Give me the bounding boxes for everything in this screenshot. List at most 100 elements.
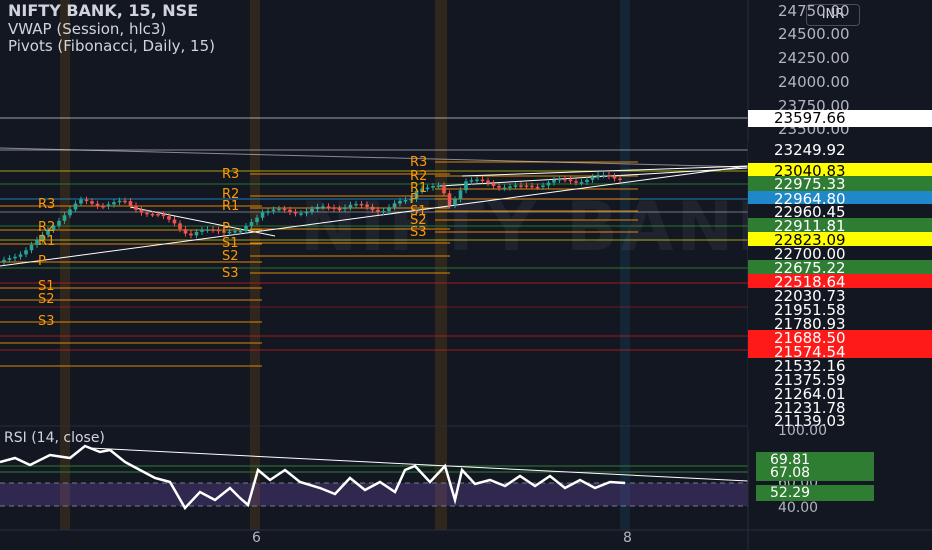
pivot-label-r3: R3 — [222, 167, 240, 182]
rsi-tag: 69.81 — [756, 452, 874, 468]
candle-body — [123, 200, 127, 203]
candle-body — [194, 231, 199, 236]
candle-body — [546, 182, 551, 186]
pivot-label-s1: S1 — [222, 236, 239, 251]
candle-body — [365, 204, 369, 207]
candle-body — [277, 208, 281, 211]
candle-body — [497, 186, 501, 188]
pivot-label-s1: S1 — [38, 279, 55, 294]
rsi-indicator-legend[interactable]: RSI (14, close) — [4, 430, 105, 446]
candle-body — [244, 225, 248, 231]
candle-body — [502, 187, 507, 190]
candle-body — [348, 204, 353, 208]
candle-body — [469, 180, 474, 182]
candle-body — [288, 209, 292, 213]
pivot-label-s1: S1 — [410, 204, 427, 219]
candle-body — [480, 179, 485, 182]
price-tag: 21951.58 — [748, 302, 932, 319]
candle-body — [79, 199, 83, 204]
pivot-label-s3: S3 — [222, 266, 239, 281]
price-tick: 24750.00 — [778, 2, 850, 20]
candle-body — [381, 210, 386, 213]
candle-body — [139, 209, 144, 213]
pivot-label-p: P — [222, 221, 230, 236]
price-tag: 22518.64 — [748, 274, 932, 291]
candle-body — [541, 185, 545, 187]
candle-body — [46, 229, 50, 235]
pivot-label-p: P — [410, 192, 418, 207]
price-tick: 24250.00 — [778, 49, 850, 67]
candle-body — [2, 259, 6, 262]
pivot-label-r3: R3 — [410, 155, 428, 170]
time-axis-label: 6 — [252, 530, 261, 546]
candle-body — [183, 229, 188, 234]
candle-body — [233, 231, 237, 233]
candle-body — [524, 185, 529, 187]
candle-body — [332, 207, 336, 209]
candle-body — [337, 208, 342, 211]
price-tag: 23597.66 — [748, 110, 932, 127]
candle-body — [436, 185, 441, 187]
candle-body — [453, 199, 457, 206]
candle-body — [167, 216, 171, 220]
candle-body — [172, 219, 177, 224]
rsi-line — [0, 444, 626, 511]
price-tag: 21688.50 — [748, 330, 932, 347]
candle-body — [128, 201, 133, 206]
pivot-label-s2: S2 — [38, 292, 55, 307]
candle-body — [563, 178, 567, 181]
pivot-label-p: P — [38, 254, 46, 269]
candle-body — [106, 204, 111, 207]
pivots-indicator-legend[interactable]: Pivots (Fibonacci, Daily, 15) — [8, 37, 215, 55]
candle-body — [40, 234, 45, 240]
candle-body — [557, 178, 562, 181]
pivot-label-s2: S2 — [410, 213, 427, 228]
price-tag: 23249.92 — [748, 142, 932, 159]
candle-body — [200, 229, 204, 232]
currency-button[interactable]: INR — [806, 4, 860, 26]
candle-body — [238, 230, 243, 233]
candle-body — [145, 212, 149, 215]
candle-body — [150, 213, 155, 216]
candle-body — [101, 205, 105, 208]
price-tick: 24500.00 — [778, 25, 850, 43]
rsi-tag: 67.08 — [756, 465, 874, 481]
price-tag: 23040.83 — [748, 163, 932, 180]
candle-body — [530, 185, 534, 188]
candle-body — [161, 214, 166, 217]
candle-body — [612, 176, 617, 179]
price-tag: 22975.33 — [748, 176, 932, 193]
candle-body — [508, 186, 512, 188]
candle-body — [618, 178, 622, 181]
candle-body — [442, 185, 446, 194]
candle-body — [326, 206, 331, 208]
candle-body — [458, 190, 463, 200]
candle-body — [409, 198, 413, 201]
candle-body — [607, 174, 611, 177]
candle-body — [513, 185, 518, 187]
candle-body — [117, 200, 122, 203]
price-tag: 21264.01 — [748, 386, 932, 403]
trend-lines — [0, 147, 749, 267]
rsi-tag: 52.29 — [756, 485, 874, 501]
symbol-title[interactable]: NIFTY BANK, 15, NSE — [8, 1, 199, 20]
candle-body — [189, 233, 193, 236]
candle-body — [7, 258, 12, 260]
pivot-label-r1: R1 — [222, 199, 240, 214]
candle-body — [398, 200, 402, 204]
candle-body — [29, 244, 34, 251]
vwap-indicator-legend[interactable]: VWAP (Session, hlc3) — [8, 20, 167, 38]
candle-body — [222, 231, 226, 233]
candle-body — [590, 177, 595, 180]
candle-body — [266, 211, 270, 213]
candle-body — [491, 183, 496, 187]
candle-body — [431, 186, 435, 188]
price-tag: 22960.45 — [748, 204, 932, 221]
candle-body — [486, 180, 490, 184]
candle-body — [359, 203, 364, 206]
candle-body — [420, 188, 424, 191]
candle-body — [211, 229, 215, 231]
candle-body — [205, 229, 210, 231]
candle-body — [392, 203, 397, 208]
